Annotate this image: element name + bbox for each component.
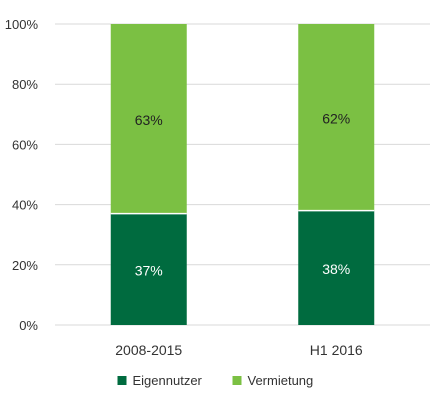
- bar-vermietung-1: [110, 24, 187, 214]
- legend-label-eigennutzer: Eigennutzer: [133, 373, 203, 388]
- bar-eigennutzer-1: [110, 213, 187, 325]
- legend-swatch-vermietung: [232, 376, 242, 385]
- bar-vermietung-2: [298, 24, 375, 211]
- x-tick-label-1: 2008-2015: [115, 342, 182, 358]
- y-tick-label-0: 0%: [19, 318, 38, 333]
- y-tick-label-60: 60%: [12, 137, 38, 152]
- y-tick-label-20: 20%: [12, 258, 38, 273]
- y-tick-label-40: 40%: [12, 198, 38, 213]
- y-tick-label-80: 80%: [12, 77, 38, 92]
- data-label-eigennutzer-1: 37%: [135, 262, 163, 278]
- data-label-vermietung-1: 63%: [135, 112, 163, 128]
- x-tick-label-2: H1 2016: [310, 342, 363, 358]
- legend-swatch-eigennutzer: [117, 376, 127, 385]
- bars: 37% 63% 38% 62%: [110, 24, 375, 325]
- legend: Eigennutzer Vermietung: [117, 373, 314, 388]
- x-axis: 2008-2015 H1 2016: [115, 342, 363, 358]
- data-label-vermietung-2: 62%: [322, 110, 350, 126]
- data-label-eigennutzer-2: 38%: [322, 261, 350, 277]
- y-axis: 0% 20% 40% 60% 80% 100%: [5, 17, 39, 333]
- y-tick-label-100: 100%: [5, 17, 39, 32]
- bar-eigennutzer-2: [298, 210, 375, 325]
- legend-label-vermietung: Vermietung: [248, 373, 314, 388]
